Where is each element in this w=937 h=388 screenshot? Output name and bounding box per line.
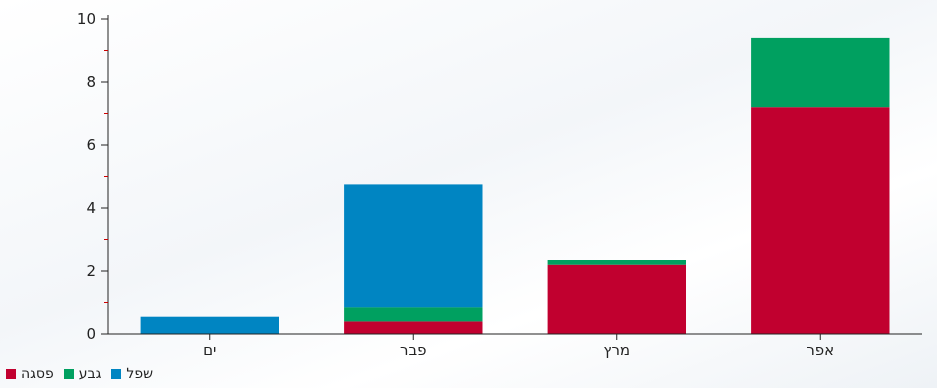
legend-swatch	[6, 369, 16, 379]
legend-item-2: גבע	[63, 366, 102, 382]
y-tick-label-6: 6	[86, 136, 96, 154]
axes-layer: 0 2 4 6 8 10 ים פבר מרץ אפר	[77, 10, 922, 359]
x-tick-label-1: ים	[203, 341, 216, 359]
bar-segment-2-series-3	[344, 184, 483, 308]
x-tick-label-2: פבר	[400, 341, 427, 359]
y-tick-label-4: 4	[86, 199, 96, 217]
bar-segment-2-series-2	[344, 307, 483, 322]
bar-segment-1-series-3	[140, 316, 279, 334]
x-tick-label-4: אפר	[806, 341, 834, 359]
bar-segment-4-series-2	[751, 37, 890, 108]
legend-swatch	[63, 369, 74, 379]
x-tick-label-3: מרץ	[603, 341, 630, 359]
bar-segment-3-series-1	[547, 264, 686, 334]
bar-segment-4-series-1	[751, 107, 890, 334]
legend: פסגה גבע שפל	[6, 366, 153, 382]
y-tick-label-10: 10	[77, 10, 96, 28]
legend-swatch	[111, 369, 122, 379]
legend-item-1: פסגה	[6, 366, 54, 382]
y-tick-label-0: 0	[86, 325, 96, 343]
bars-layer	[140, 37, 890, 334]
legend-label: גבע	[78, 366, 102, 382]
legend-item-3: שפל	[111, 366, 153, 382]
bar-segment-2-series-1	[344, 321, 483, 334]
bar-segment-3-series-2	[547, 260, 686, 265]
y-tick-label-2: 2	[86, 262, 96, 280]
legend-label: פסגה	[21, 366, 54, 382]
legend-label: שפל	[126, 366, 154, 382]
y-tick-label-8: 8	[86, 73, 96, 91]
